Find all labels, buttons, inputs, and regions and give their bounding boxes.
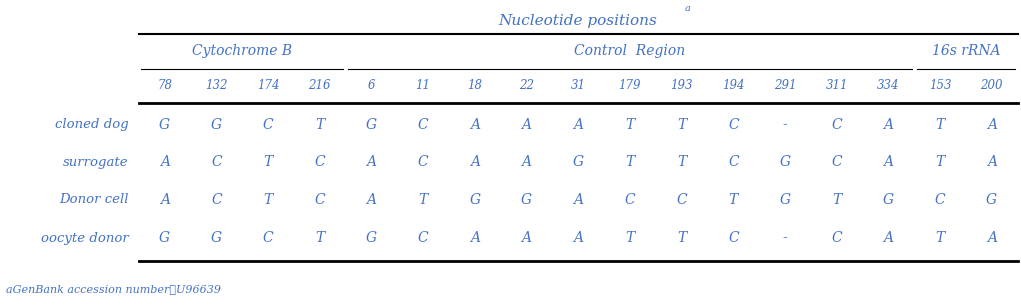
- Text: Cytochrome B: Cytochrome B: [192, 44, 292, 58]
- Text: 291: 291: [774, 79, 796, 92]
- Text: Nucleotide positions: Nucleotide positions: [499, 14, 658, 29]
- Text: -: -: [782, 231, 787, 245]
- Text: G: G: [986, 193, 998, 207]
- Text: A: A: [986, 231, 996, 245]
- Text: 6: 6: [368, 79, 375, 92]
- Text: A: A: [470, 118, 480, 132]
- Text: A: A: [883, 231, 893, 245]
- Text: Control  Region: Control Region: [575, 44, 685, 58]
- Text: T: T: [419, 193, 428, 207]
- Text: 31: 31: [571, 79, 586, 92]
- Text: T: T: [832, 193, 841, 207]
- Text: C: C: [262, 231, 274, 245]
- Text: A: A: [986, 118, 996, 132]
- Text: A: A: [573, 193, 583, 207]
- Text: aGenBank accession number：U96639: aGenBank accession number：U96639: [6, 284, 222, 294]
- Text: 22: 22: [519, 79, 534, 92]
- Text: T: T: [263, 193, 273, 207]
- Text: A: A: [470, 231, 480, 245]
- Text: a: a: [685, 4, 691, 13]
- Text: A: A: [367, 155, 377, 169]
- Text: 132: 132: [205, 79, 228, 92]
- Text: oocyte donor: oocyte donor: [41, 231, 129, 245]
- Text: A: A: [367, 193, 377, 207]
- Text: G: G: [470, 193, 481, 207]
- Text: 78: 78: [157, 79, 173, 92]
- Text: T: T: [935, 231, 944, 245]
- Text: A: A: [522, 231, 532, 245]
- Text: 193: 193: [671, 79, 693, 92]
- Text: T: T: [315, 118, 325, 132]
- Text: A: A: [522, 155, 532, 169]
- Text: T: T: [263, 155, 273, 169]
- Text: C: C: [211, 193, 222, 207]
- Text: 200: 200: [980, 79, 1003, 92]
- Text: G: G: [366, 231, 377, 245]
- Text: 311: 311: [825, 79, 847, 92]
- Text: 153: 153: [929, 79, 952, 92]
- Text: C: C: [728, 231, 738, 245]
- Text: C: C: [676, 193, 687, 207]
- Text: A: A: [573, 231, 583, 245]
- Text: T: T: [677, 231, 686, 245]
- Text: 18: 18: [468, 79, 482, 92]
- Text: 216: 216: [308, 79, 331, 92]
- Text: 11: 11: [416, 79, 431, 92]
- Text: T: T: [625, 231, 634, 245]
- Text: G: G: [883, 193, 894, 207]
- Text: 194: 194: [722, 79, 744, 92]
- Text: G: G: [159, 231, 171, 245]
- Text: C: C: [418, 155, 429, 169]
- Text: T: T: [935, 155, 944, 169]
- Text: C: C: [831, 231, 842, 245]
- Text: T: T: [625, 118, 634, 132]
- Text: G: G: [159, 118, 171, 132]
- Text: A: A: [573, 118, 583, 132]
- Text: surrogate: surrogate: [63, 156, 129, 169]
- Text: G: G: [779, 155, 790, 169]
- Text: A: A: [470, 155, 480, 169]
- Text: A: A: [159, 193, 169, 207]
- Text: T: T: [677, 118, 686, 132]
- Text: 334: 334: [877, 79, 900, 92]
- Text: G: G: [573, 155, 584, 169]
- Text: C: C: [728, 155, 738, 169]
- Text: T: T: [315, 231, 325, 245]
- Text: G: G: [210, 231, 222, 245]
- Text: A: A: [883, 155, 893, 169]
- Text: T: T: [935, 118, 944, 132]
- Text: T: T: [677, 155, 686, 169]
- Text: C: C: [418, 231, 429, 245]
- Text: A: A: [883, 118, 893, 132]
- Text: C: C: [935, 193, 945, 207]
- Text: A: A: [159, 155, 169, 169]
- Text: 174: 174: [257, 79, 280, 92]
- Text: T: T: [625, 155, 634, 169]
- Text: 179: 179: [619, 79, 641, 92]
- Text: C: C: [211, 155, 222, 169]
- Text: A: A: [522, 118, 532, 132]
- Text: C: C: [625, 193, 635, 207]
- Text: Donor cell: Donor cell: [59, 193, 129, 206]
- Text: cloned dog: cloned dog: [55, 118, 129, 131]
- Text: T: T: [729, 193, 738, 207]
- Text: C: C: [728, 118, 738, 132]
- Text: 16s rRNA: 16s rRNA: [931, 44, 1001, 58]
- Text: C: C: [314, 193, 325, 207]
- Text: C: C: [262, 118, 274, 132]
- Text: G: G: [521, 193, 532, 207]
- Text: G: G: [366, 118, 377, 132]
- Text: C: C: [418, 118, 429, 132]
- Text: C: C: [831, 118, 842, 132]
- Text: G: G: [210, 118, 222, 132]
- Text: -: -: [782, 118, 787, 132]
- Text: G: G: [779, 193, 790, 207]
- Text: C: C: [314, 155, 325, 169]
- Text: C: C: [831, 155, 842, 169]
- Text: A: A: [986, 155, 996, 169]
